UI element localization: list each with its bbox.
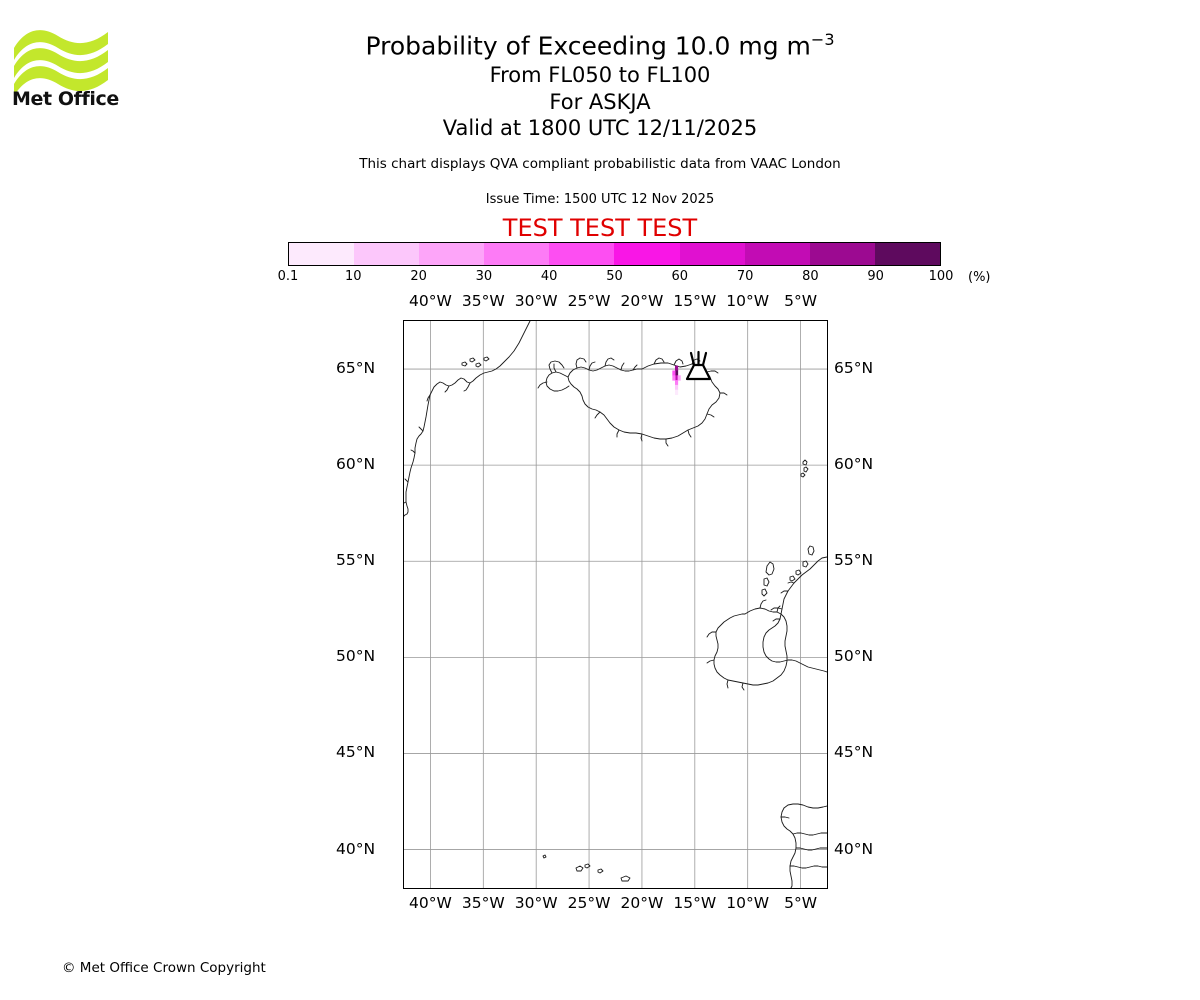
colorbar-band-2 xyxy=(419,243,485,265)
colorbar-band-1 xyxy=(354,243,420,265)
plume-cell-7 xyxy=(674,384,679,391)
lon-label-bottom-15°W: 15°W xyxy=(673,894,717,912)
colorbar-band-9 xyxy=(874,243,940,265)
qva-note: This chart displays QVA compliant probab… xyxy=(359,156,841,172)
lat-label-left-50°N: 50°N xyxy=(336,647,376,666)
colorbar-tick-60: 60 xyxy=(671,269,689,284)
plume-cell-1 xyxy=(674,370,679,376)
colorbar-tick-labels: 0.1 10 20 30 40 50 60 70 80 90 100 xyxy=(278,269,954,289)
lon-label-bottom-10°W: 10°W xyxy=(726,894,770,912)
colorbar-tick-90: 90 xyxy=(867,269,884,284)
lat-label-left-55°N: 55°N xyxy=(336,551,376,570)
colorbar-band-0 xyxy=(289,243,355,265)
colorbar-bands xyxy=(288,242,941,266)
lat-label-right-65°N: 65°N xyxy=(834,359,874,378)
lat-label-right-40°N: 40°N xyxy=(834,839,874,858)
lat-label-right-45°N: 45°N xyxy=(834,743,874,762)
lon-label-bottom-20°W: 20°W xyxy=(620,894,664,912)
colorbar-tick-10: 10 xyxy=(345,269,362,284)
page-title: Probability of Exceeding 10.0 mg m−3 xyxy=(0,24,1200,62)
colorbar-band-8 xyxy=(809,243,875,265)
lat-label-left-65°N: 65°N xyxy=(336,359,376,378)
colorbar-band-7 xyxy=(744,243,810,265)
colorbar-band-5 xyxy=(614,243,680,265)
lon-label-top-30°W: 30°W xyxy=(514,292,558,310)
colorbar-band-3 xyxy=(484,243,550,265)
lat-label-left-60°N: 60°N xyxy=(336,455,376,474)
lon-label-bottom-40°W: 40°W xyxy=(409,894,452,912)
lon-label-top-5°W: 5°W xyxy=(784,292,818,310)
colorbar-tick-20: 20 xyxy=(410,269,427,284)
lon-label-top-10°W: 10°W xyxy=(726,292,770,310)
flight-level-line: From FL050 to FL100 xyxy=(489,63,711,88)
lon-label-top-25°W: 25°W xyxy=(567,292,611,310)
chart-title-block: Probability of Exceeding 10.0 mg m−3 Fro… xyxy=(0,24,1200,142)
colorbar-tick-80: 80 xyxy=(802,269,819,284)
colorbar-tick-30: 30 xyxy=(475,269,493,284)
plume-cell-6 xyxy=(674,380,679,386)
colorbar-tick-0.1: 0.1 xyxy=(277,269,299,284)
map-gridlines xyxy=(404,321,827,888)
plume-cell-4 xyxy=(672,375,676,381)
title-exponent: −3 xyxy=(810,30,835,49)
lat-label-left-45°N: 45°N xyxy=(336,743,376,762)
map-plot-area[interactable] xyxy=(403,320,828,889)
lon-label-top-15°W: 15°W xyxy=(673,292,717,310)
valid-time-line: Valid at 1800 UTC 12/11/2025 xyxy=(442,116,758,141)
map-canvas xyxy=(404,321,827,888)
lon-label-bottom-5°W: 5°W xyxy=(784,894,818,912)
test-banner: TEST TEST TEST xyxy=(502,214,698,242)
lon-label-bottom-35°W: 35°W xyxy=(461,894,505,912)
copyright-notice: © Met Office Crown Copyright xyxy=(62,960,266,976)
lon-label-top-40°W: 40°W xyxy=(409,292,452,310)
lat-label-left-40°N: 40°N xyxy=(336,839,376,858)
title-text: Probability of Exceeding 10.0 mg m xyxy=(365,31,811,61)
probability-colorbar: 0.1 10 20 30 40 50 60 70 80 90 100 xyxy=(278,242,954,289)
plume-cell-0 xyxy=(674,365,679,371)
plume-cell-2 xyxy=(672,370,676,376)
colorbar-unit-label: (%) xyxy=(968,270,991,285)
colorbar-band-4 xyxy=(549,243,615,265)
plume-cell-3 xyxy=(674,375,679,381)
met-office-logo xyxy=(12,18,112,113)
colorbar-tick-50: 50 xyxy=(606,269,623,284)
met-office-logo-text: Met Office xyxy=(12,88,119,110)
colorbar-tick-40: 40 xyxy=(540,269,558,284)
lon-label-top-20°W: 20°W xyxy=(620,292,664,310)
ash-plume-cells xyxy=(672,365,681,396)
plume-cell-8 xyxy=(674,389,679,396)
lon-label-bottom-25°W: 25°W xyxy=(567,894,611,912)
volcano-marker-icon xyxy=(685,350,712,381)
volcano-line: For ASKJA xyxy=(549,89,651,114)
lat-label-right-50°N: 50°N xyxy=(834,647,874,666)
issue-time: Issue Time: 1500 UTC 12 Nov 2025 xyxy=(485,192,715,207)
plume-cell-5 xyxy=(677,375,681,381)
lat-label-right-55°N: 55°N xyxy=(834,551,874,570)
colorbar-band-6 xyxy=(679,243,745,265)
met-office-waves-icon xyxy=(14,30,108,96)
colorbar-tick-70: 70 xyxy=(736,269,754,284)
coastlines xyxy=(404,321,827,888)
colorbar-tick-100: 100 xyxy=(928,269,954,284)
lat-label-right-60°N: 60°N xyxy=(834,455,874,474)
lon-label-bottom-30°W: 30°W xyxy=(514,894,558,912)
lon-label-top-35°W: 35°W xyxy=(461,292,505,310)
